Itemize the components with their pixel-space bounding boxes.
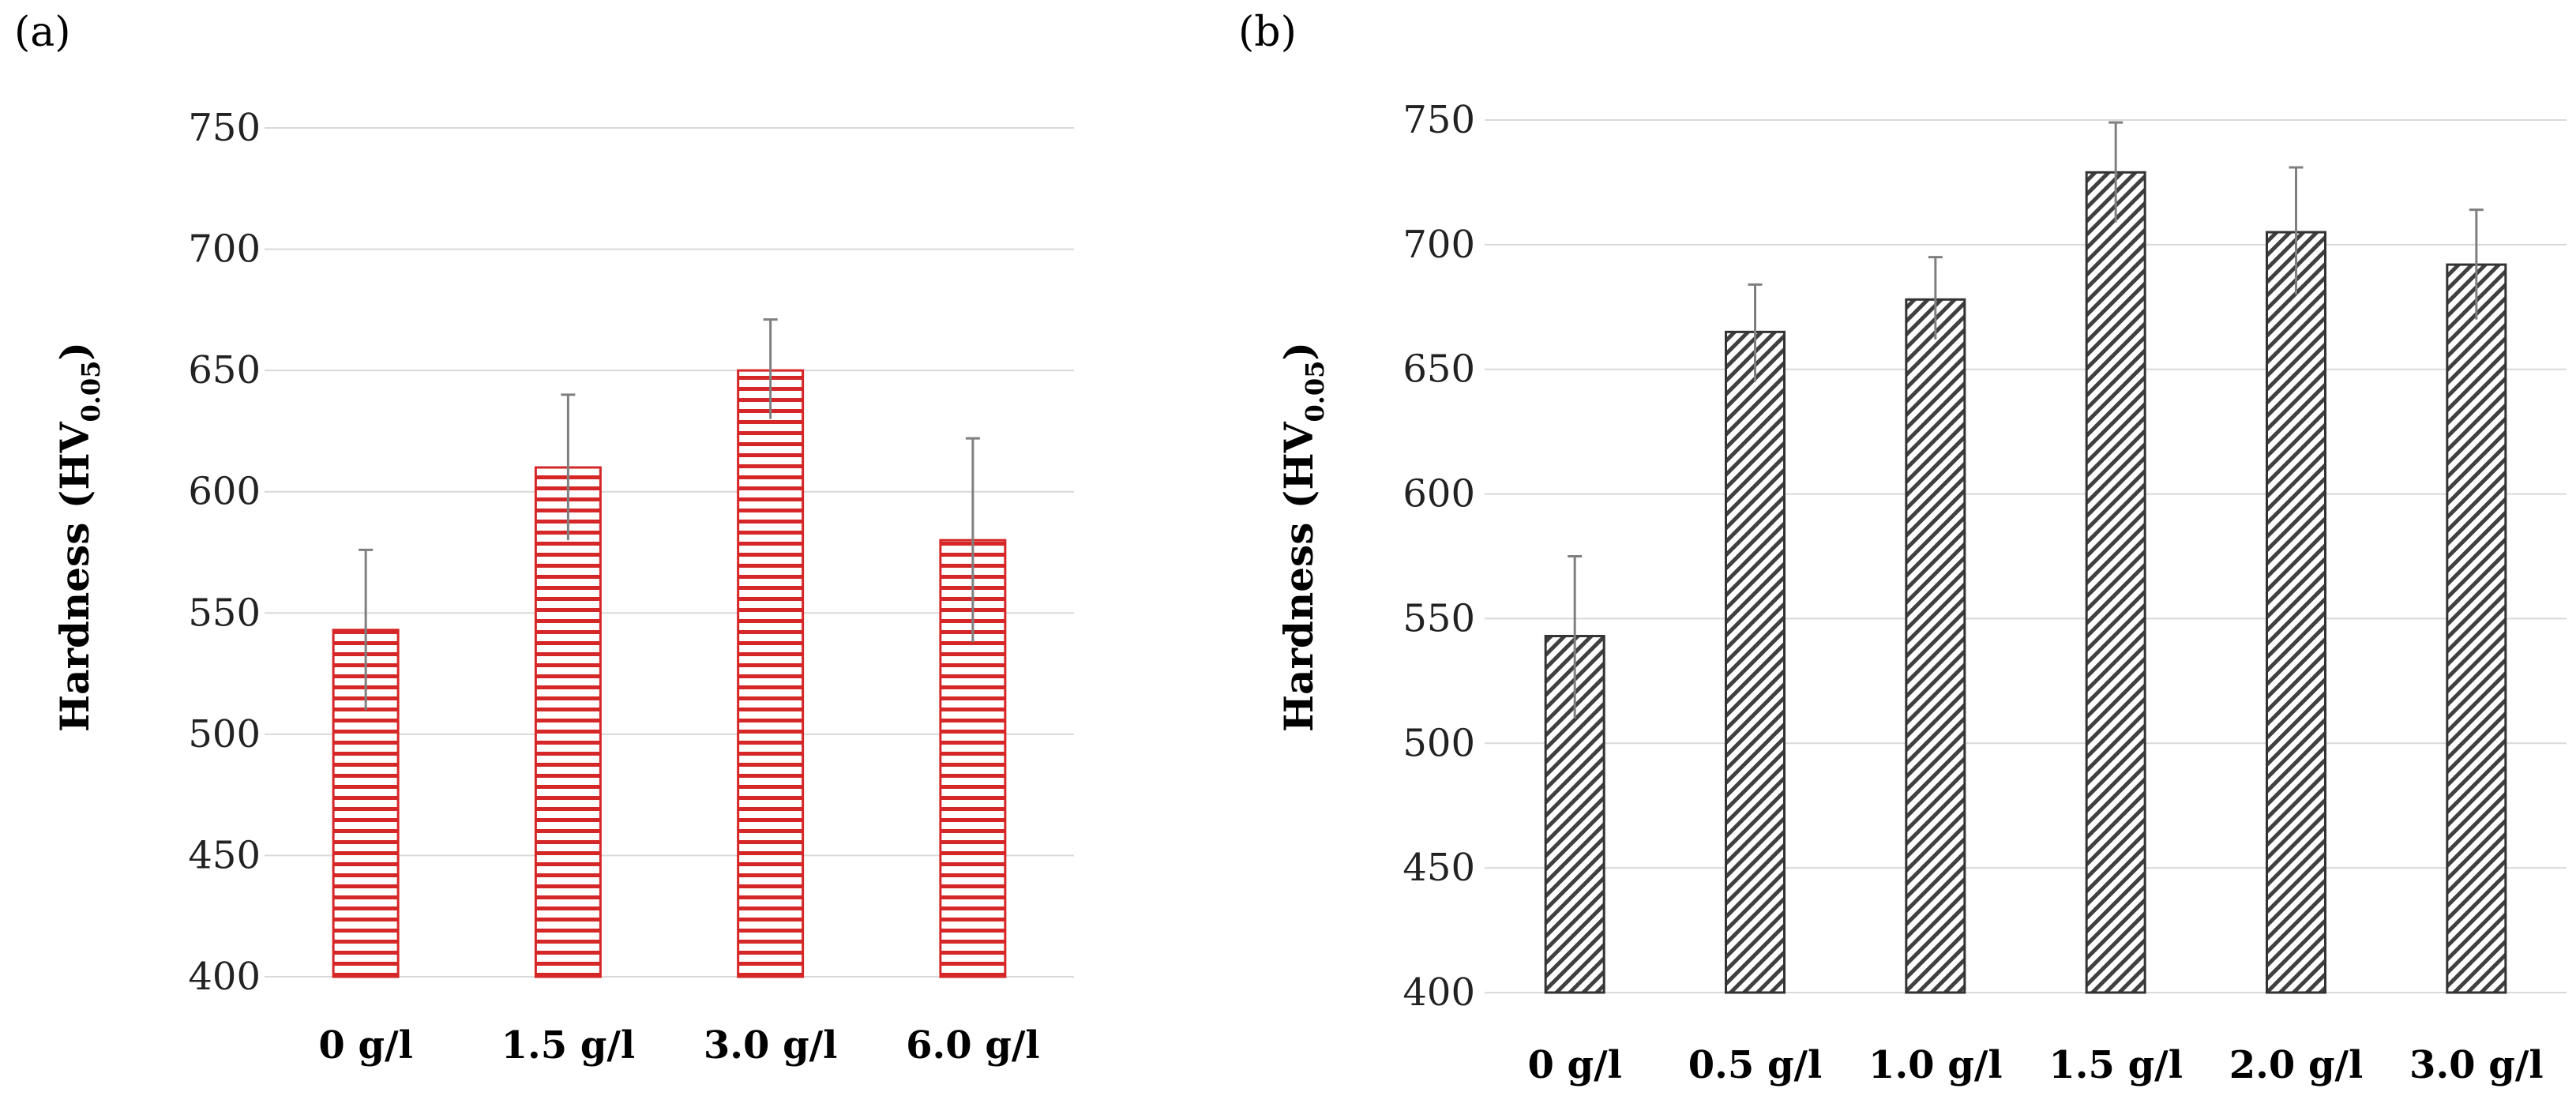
panel-b-bar-1	[1725, 330, 1786, 994]
panel-b-y-axis-label: Hardness (HV0.05)	[1275, 342, 1330, 732]
panel-a-error-bar-0	[359, 548, 374, 711]
panel-a-category-label-2: 3.0 g/l	[704, 1023, 838, 1068]
panel-a-y-tick-label: 450	[188, 833, 261, 877]
panel-b-bar-4	[2266, 231, 2326, 994]
panel-a-chart: (a) 400 450 500 550 600 650 700 750 0 g/l 1.5 g/…	[14, 9, 1074, 1068]
panel-b-y-axis-label-main: Hardness (HV	[1275, 421, 1322, 732]
panel-b-error-bar-0	[1568, 555, 1583, 719]
panel-a-y-tick-label: 500	[188, 712, 261, 756]
panel-a-y-axis-label-main: Hardness (HV	[51, 421, 98, 732]
panel-a-bar-1	[534, 466, 602, 978]
panel-b-y-tick-label: 500	[1403, 721, 1475, 765]
panel-b-category-label-1: 0.5 g/l	[1688, 1043, 1823, 1087]
panel-b-y-tick-label: 600	[1403, 472, 1475, 516]
panel-b-category-label-0: 0 g/l	[1527, 1043, 1621, 1087]
panel-a-error-bar-1	[561, 393, 576, 541]
panel-b-chart: (b) 400 450 500 550 600 650 700 750 0 g/l 0.5 g/…	[1238, 9, 2567, 1087]
panel-b-y-tick-label: 700	[1403, 223, 1475, 267]
panel-a-y-tick-label: 600	[188, 470, 261, 514]
panel-b-category-label-2: 1.0 g/l	[1868, 1043, 2003, 1087]
panel-b-y-tick-label: 650	[1403, 347, 1475, 392]
panel-b-category-label-4: 2.0 g/l	[2229, 1043, 2364, 1087]
panel-b-bar-2	[1905, 298, 1966, 994]
panel-b-y-axis-label-sub: 0.05	[1300, 361, 1330, 422]
panel-b-y-tick-label: 400	[1403, 970, 1475, 1015]
panel-b-category-label-5: 3.0 g/l	[2409, 1043, 2544, 1087]
panel-b-y-tick-label: 450	[1403, 846, 1475, 890]
panel-b-label: (b)	[1238, 9, 1297, 56]
panel-b-error-bar-3	[2108, 121, 2124, 223]
panel-a-category-label-1: 1.5 g/l	[501, 1023, 636, 1068]
panel-b-error-bar-1	[1748, 283, 1763, 382]
panel-a-category-label-0: 0 g/l	[318, 1023, 412, 1068]
panel-b-y-tick-label: 550	[1403, 596, 1475, 640]
panel-b-error-bar-4	[2289, 166, 2304, 295]
panel-b-bar-5	[2446, 263, 2507, 994]
panel-b-y-axis-label-close: )	[1275, 342, 1322, 361]
panel-a-y-tick-label: 700	[188, 227, 261, 272]
panel-a-bar-2	[737, 369, 805, 978]
panel-a-label: (a)	[14, 9, 71, 56]
panel-b-y-tick-label: 750	[1403, 98, 1475, 142]
panel-a-y-axis-label: Hardness (HV0.05)	[51, 342, 106, 732]
panel-a-error-bar-3	[965, 437, 980, 643]
panel-a-y-tick-label: 400	[188, 955, 261, 999]
panel-a-y-axis-label-sub: 0.05	[76, 361, 106, 422]
panel-b-category-label-3: 1.5 g/l	[2048, 1043, 2183, 1087]
panel-a-error-bar-2	[763, 318, 778, 419]
panel-b-bar-3	[2085, 171, 2146, 994]
panel-b-error-bar-5	[2469, 208, 2484, 320]
panel-a-y-tick-label: 650	[188, 348, 261, 392]
panel-a-y-tick-label: 550	[188, 591, 261, 635]
panel-b-error-bar-2	[1928, 256, 1943, 340]
panel-a-y-axis-label-close: )	[51, 342, 98, 361]
panel-a-y-tick-label: 750	[188, 106, 261, 150]
panel-a-category-label-3: 6.0 g/l	[906, 1023, 1040, 1068]
